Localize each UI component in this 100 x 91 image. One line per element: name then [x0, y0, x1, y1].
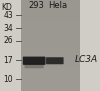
Bar: [21, 79, 80, 82]
Text: Hela: Hela: [48, 1, 67, 10]
Text: 293: 293: [28, 1, 44, 10]
Bar: [21, 39, 80, 42]
Bar: [21, 12, 80, 15]
Text: 10: 10: [3, 75, 13, 84]
Bar: [21, 49, 80, 52]
Bar: [21, 64, 80, 67]
Bar: [21, 67, 80, 70]
Text: LC3A: LC3A: [75, 55, 98, 64]
FancyBboxPatch shape: [46, 57, 64, 64]
Bar: [21, 88, 80, 91]
Bar: [21, 24, 80, 27]
Bar: [21, 61, 80, 64]
Bar: [21, 55, 80, 58]
Bar: [21, 6, 80, 9]
Bar: [21, 58, 80, 61]
Bar: [21, 33, 80, 36]
Bar: [21, 15, 80, 18]
Text: 17: 17: [3, 56, 13, 65]
Text: 43: 43: [3, 11, 13, 20]
Bar: [21, 36, 80, 39]
Text: 34: 34: [3, 24, 13, 33]
FancyBboxPatch shape: [21, 0, 80, 91]
Bar: [21, 9, 80, 12]
FancyBboxPatch shape: [23, 57, 46, 65]
Bar: [21, 42, 80, 46]
Bar: [21, 46, 80, 49]
Bar: [21, 21, 80, 24]
Bar: [21, 3, 80, 6]
Bar: [21, 27, 80, 30]
Bar: [21, 70, 80, 73]
Bar: [21, 0, 80, 3]
Bar: [21, 52, 80, 55]
FancyBboxPatch shape: [24, 63, 44, 68]
Bar: [21, 76, 80, 79]
Text: 26: 26: [3, 36, 13, 45]
Bar: [21, 18, 80, 21]
Bar: [21, 85, 80, 88]
Bar: [21, 82, 80, 85]
Bar: [21, 73, 80, 76]
Bar: [21, 30, 80, 33]
Text: KD: KD: [1, 3, 12, 12]
